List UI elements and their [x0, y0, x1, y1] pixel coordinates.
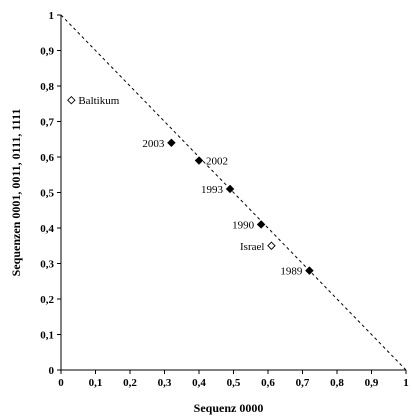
x-tick-label: 0,5 [227, 377, 241, 389]
x-tick-label: 0,3 [158, 377, 172, 389]
data-point-open [67, 95, 76, 105]
y-tick-label: 0,1 [40, 330, 54, 342]
data-point-filled [167, 138, 176, 148]
y-tick-label: 0,7 [40, 117, 54, 129]
x-tick-label: 0,4 [192, 377, 206, 389]
x-tick-label: 0 [58, 377, 64, 389]
x-tick-label: 0,9 [365, 377, 379, 389]
y-tick-label: 0,9 [40, 46, 54, 58]
reference-line-layer [60, 14, 407, 371]
y-tick-label: 0,6 [40, 152, 54, 164]
x-tick-label: 0,8 [330, 377, 344, 389]
data-points: Baltikum 2003 2002 1993 1990 Israel 1989 [67, 95, 314, 278]
data-point-label: Israel [240, 241, 264, 253]
y-tick-label: 0,8 [40, 81, 54, 93]
x-tick-label: 0,1 [89, 377, 103, 389]
y-tick-label: 0 [49, 365, 55, 377]
data-point-label: Baltikum [78, 95, 119, 107]
x-tick-label: 0,2 [123, 377, 137, 389]
y-tick-label: 0,4 [40, 223, 54, 235]
data-point-filled [225, 184, 235, 194]
data-point-filled [256, 220, 266, 229]
diagonal-reference-line [60, 14, 407, 371]
data-point-label: 1990 [232, 219, 255, 231]
x-axis-title: Sequenz 0000 [194, 401, 264, 415]
y-tick-label: 0,3 [40, 259, 54, 271]
y-tick-label: 0,2 [40, 294, 54, 306]
x-tick-label: 1 [403, 377, 409, 389]
y-tick-label: 0,5 [40, 188, 54, 200]
data-point-label: 1989 [280, 266, 303, 278]
data-point-label: 1993 [201, 184, 224, 196]
data-point-filled [194, 156, 204, 165]
data-point-filled [305, 266, 314, 275]
data-point-open [267, 241, 276, 250]
x-tick-label: 0,6 [261, 377, 275, 389]
y-axis-title: Sequenzen 0001, 0011, 0111, 1111 [9, 109, 23, 277]
y-tick-label: 1 [49, 10, 55, 22]
ticks: 0 0,1 0,2 0,3 0,4 0,5 0,6 0,7 0,8 0,9 1 0 0,1 0,2 0,3 0… [40, 10, 409, 389]
data-point-label: 2002 [206, 156, 228, 168]
data-point-label: 2003 [142, 138, 165, 150]
x-tick-label: 0,7 [296, 377, 310, 389]
